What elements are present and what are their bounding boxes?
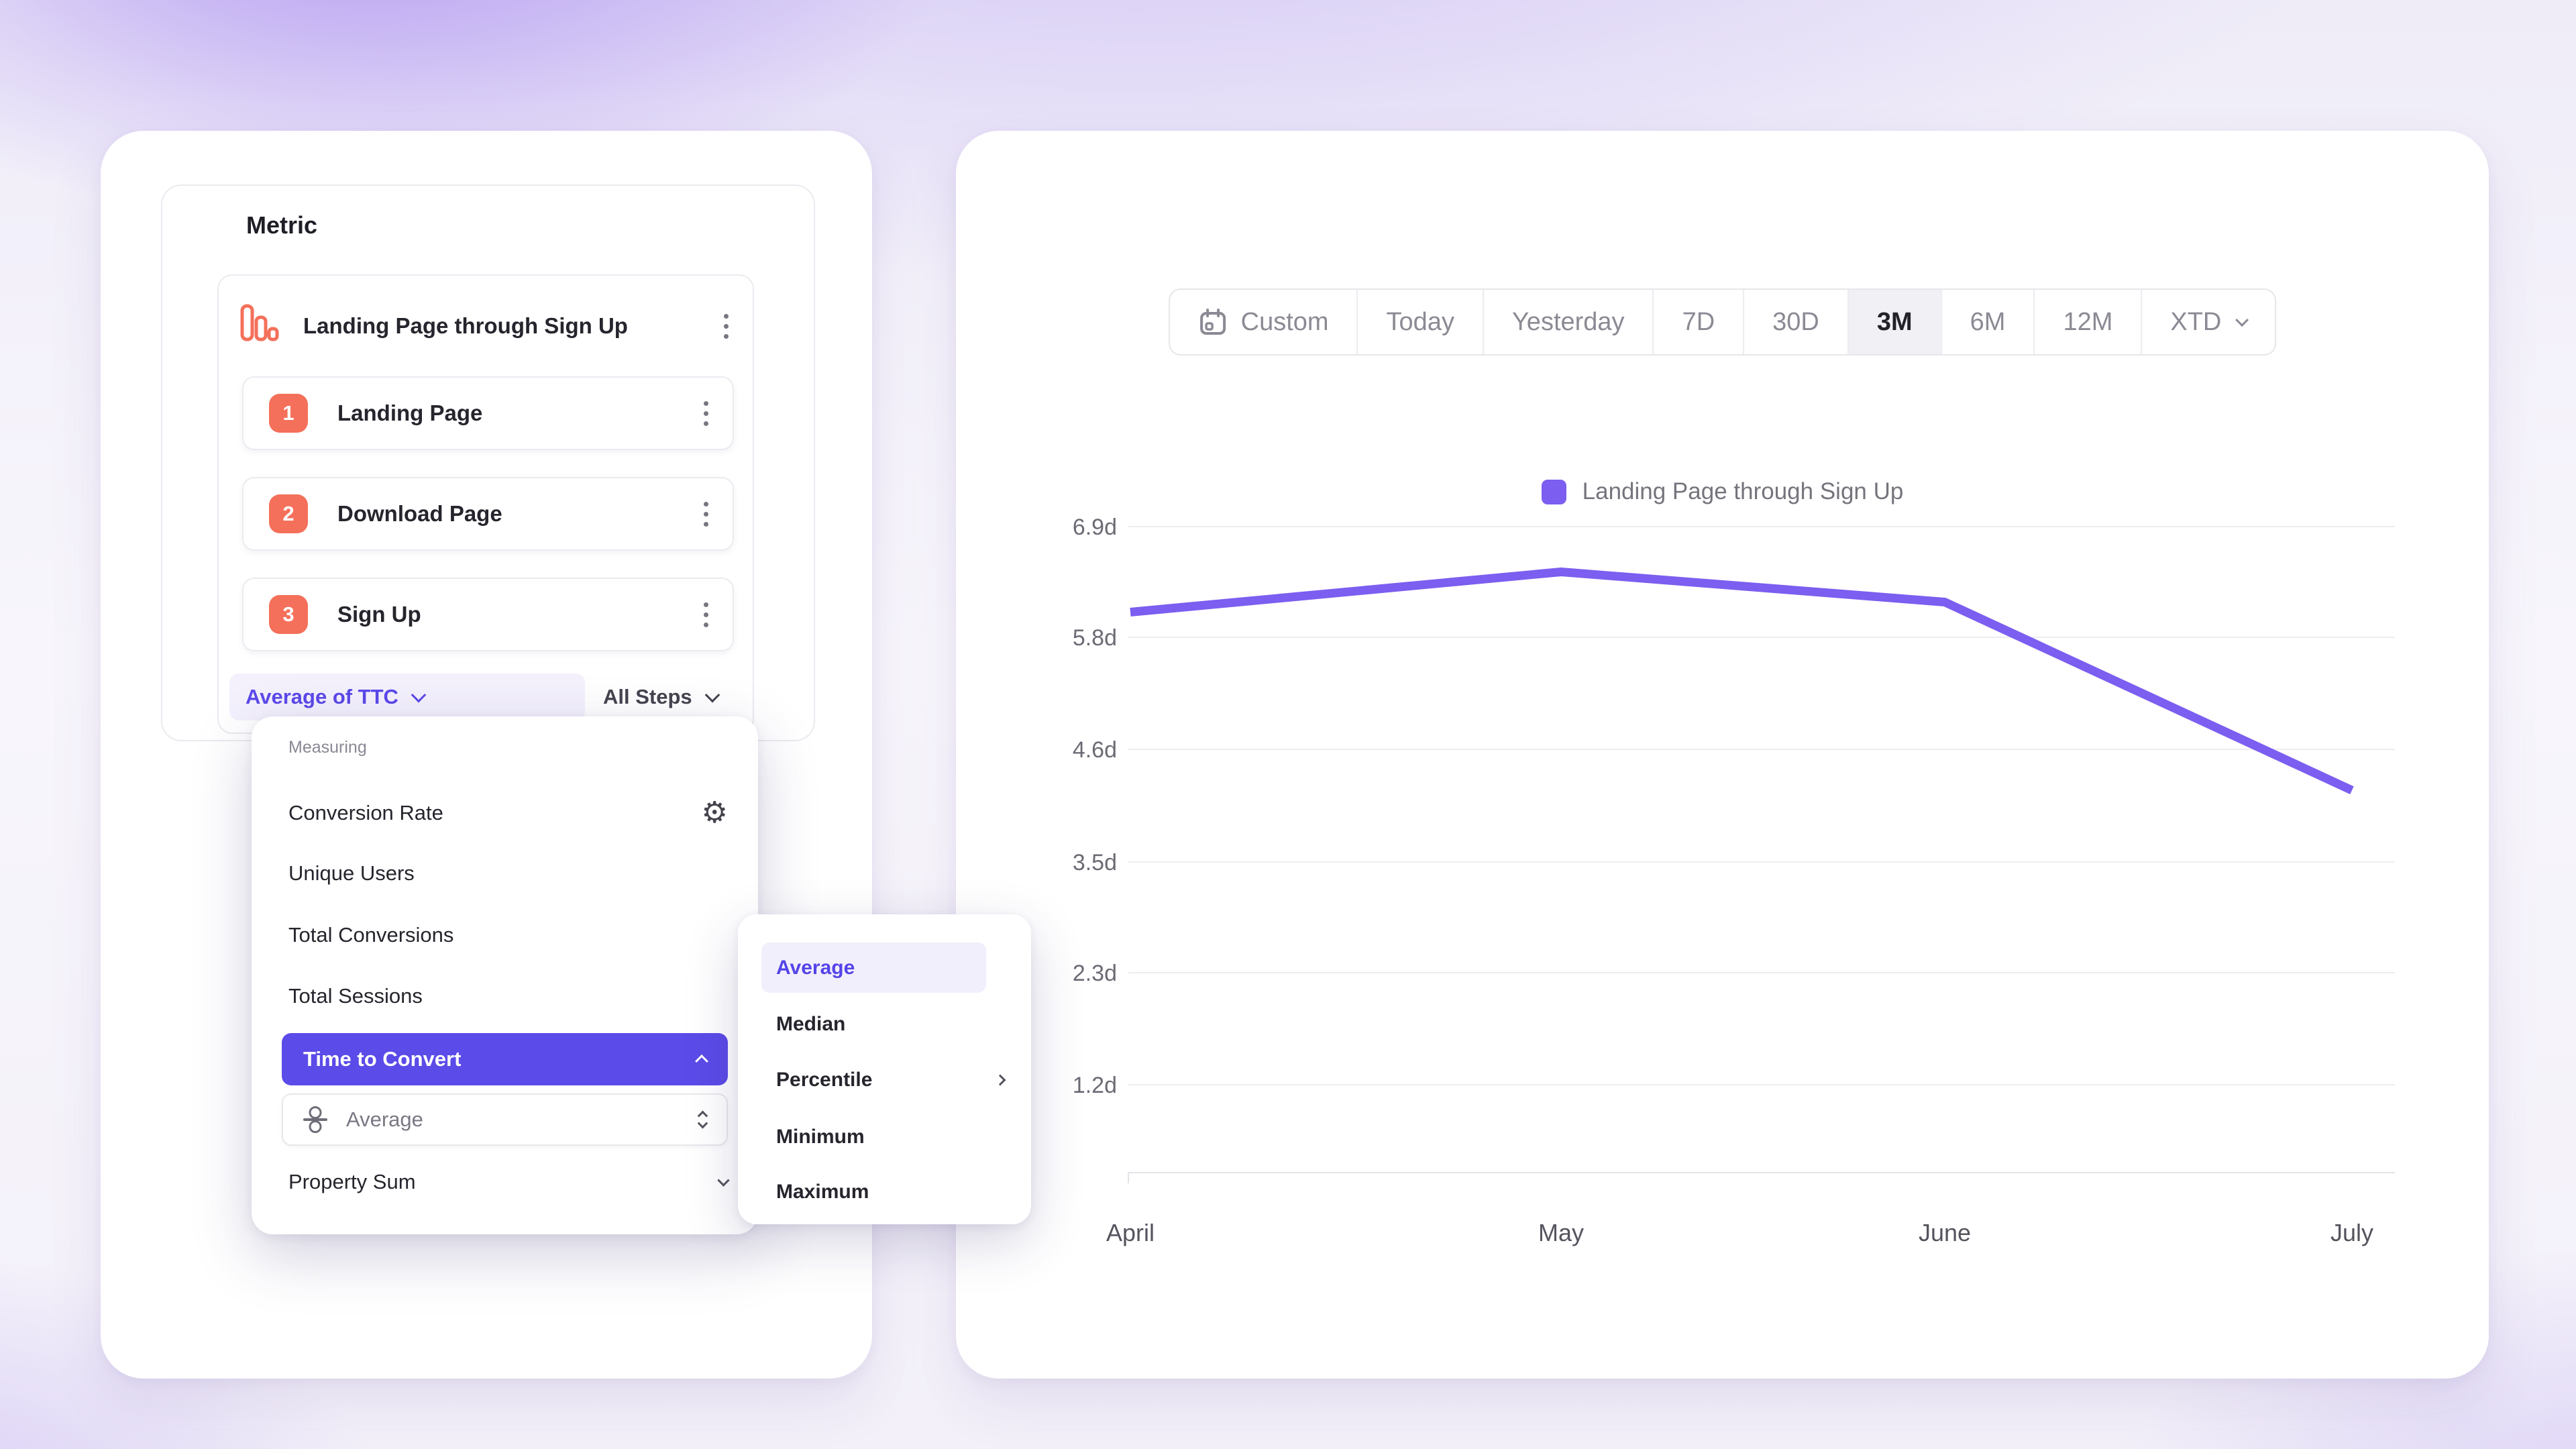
step-label: Download Page (337, 501, 502, 526)
menu-item-property-sum[interactable]: Property Sum (288, 1161, 730, 1203)
funnel-step-row[interactable]: 1 Landing Page (242, 376, 734, 450)
date-range-label: XTD (2170, 307, 2222, 336)
bar-chart-icon (240, 304, 279, 349)
gear-icon[interactable]: ⚙ (701, 796, 728, 829)
menu-item-label: Unique Users (288, 861, 415, 885)
date-range-option-7d[interactable]: 7D (1652, 290, 1743, 354)
date-range-label: Today (1386, 307, 1454, 336)
date-range-option-today[interactable]: Today (1356, 290, 1483, 354)
submenu-item-minimum[interactable]: Minimum (776, 1116, 1004, 1159)
date-range-option-12m[interactable]: 12M (2033, 290, 2141, 354)
legend-label: Landing Page through Sign Up (1582, 478, 1904, 504)
chevron-down-icon (717, 1173, 730, 1187)
date-range-option-custom[interactable]: Custom (1170, 290, 1357, 354)
steps-scope-value: All Steps (603, 685, 692, 708)
menu-item-total-sessions[interactable]: Total Sessions (288, 975, 728, 1018)
date-range-label: 30D (1772, 307, 1819, 336)
date-range-option-30d[interactable]: 30D (1743, 290, 1847, 354)
stepper-icon (697, 1110, 708, 1129)
kebab-menu-icon[interactable] (704, 400, 708, 426)
step-number-badge: 3 (269, 595, 308, 634)
svg-text:4.6d: 4.6d (1073, 737, 1117, 763)
menu-section-label: Measuring (288, 738, 367, 757)
measure-dropdown[interactable]: Average of TTC (229, 674, 585, 720)
chevron-up-icon (695, 1054, 708, 1068)
funnel-measure-row: Average of TTC All Steps (219, 674, 753, 720)
submenu-item-label: Average (776, 956, 855, 979)
svg-text:5.8d: 5.8d (1073, 625, 1117, 651)
measuring-dropdown-menu: Measuring Conversion Rate ⚙ Unique Users… (252, 716, 758, 1234)
svg-text:3.5d: 3.5d (1073, 850, 1117, 875)
step-label: Landing Page (337, 400, 483, 425)
menu-item-total-conversions[interactable]: Total Conversions (288, 914, 728, 957)
chevron-down-icon (411, 687, 427, 703)
date-range-option-3m[interactable]: 3M (1847, 290, 1941, 354)
metric-builder-panel: Metric Landing Page through Sign Up 1 (101, 131, 872, 1379)
legend-swatch (1541, 479, 1566, 504)
date-range-label: 6M (1970, 307, 2006, 336)
svg-text:6.9d: 6.9d (1073, 515, 1117, 540)
funnel-title: Landing Page through Sign Up (303, 313, 628, 338)
divide-icon (303, 1106, 327, 1133)
svg-text:2.3d: 2.3d (1073, 961, 1117, 986)
menu-item-label: Total Sessions (288, 984, 423, 1008)
calendar-icon (1199, 309, 1226, 335)
menu-item-label: Conversion Rate (288, 801, 443, 824)
metric-panel-title: Metric (246, 211, 318, 239)
step-label: Sign Up (337, 602, 421, 627)
date-range-label: Custom (1240, 307, 1329, 336)
date-range-selector: Custom Today Yesterday 7D 30D 3M 6M 12M … (1168, 288, 2277, 356)
measure-dropdown-value: Average of TTC (246, 685, 398, 708)
line-chart[interactable]: 6.9d 5.8d 4.6d 3.5d 2.3d 1.2d April May June July (956, 131, 2489, 1379)
ttc-aggregation-select[interactable]: Average (282, 1093, 728, 1146)
aggregation-submenu: Average Median Percentile Minimum Maximu… (738, 914, 1031, 1224)
funnel-step-row[interactable]: 3 Sign Up (242, 578, 734, 651)
kebab-menu-icon[interactable] (704, 602, 708, 627)
chart-legend: Landing Page through Sign Up (956, 478, 2489, 505)
svg-text:May: May (1538, 1219, 1584, 1246)
chart-panel: Custom Today Yesterday 7D 30D 3M 6M 12M … (956, 131, 2489, 1379)
kebab-menu-icon[interactable] (704, 501, 708, 527)
kebab-menu-icon[interactable] (724, 313, 729, 339)
ttc-aggregation-value: Average (346, 1108, 423, 1131)
submenu-item-label: Median (776, 1013, 846, 1035)
funnel-step-row[interactable]: 2 Download Page (242, 477, 734, 551)
submenu-item-percentile[interactable]: Percentile (776, 1059, 1006, 1102)
date-range-label: Yesterday (1511, 307, 1625, 336)
menu-item-label: Time to Convert (303, 1047, 462, 1071)
funnel-header[interactable]: Landing Page through Sign Up (219, 276, 753, 376)
submenu-item-label: Minimum (776, 1126, 865, 1148)
submenu-item-median[interactable]: Median (776, 1003, 1004, 1046)
step-number-badge: 2 (269, 494, 308, 533)
date-range-label: 12M (2063, 307, 2113, 336)
chevron-down-icon (704, 687, 720, 703)
menu-item-time-to-convert-selected[interactable]: Time to Convert (282, 1033, 728, 1085)
svg-text:July: July (2330, 1219, 2373, 1246)
submenu-item-label: Maximum (776, 1181, 869, 1203)
svg-text:April: April (1106, 1219, 1155, 1246)
menu-item-unique-users[interactable]: Unique Users (288, 852, 728, 895)
date-range-label: 3M (1876, 307, 1913, 336)
date-range-option-yesterday[interactable]: Yesterday (1482, 290, 1653, 354)
date-range-option-6m[interactable]: 6M (1940, 290, 2034, 354)
date-range-label: 7D (1682, 307, 1715, 336)
svg-text:1.2d: 1.2d (1073, 1073, 1117, 1098)
submenu-item-maximum[interactable]: Maximum (776, 1171, 1004, 1214)
menu-item-label: Property Sum (288, 1170, 416, 1193)
steps-scope-dropdown[interactable]: All Steps (603, 674, 720, 720)
metric-card: Metric Landing Page through Sign Up 1 (161, 184, 815, 741)
submenu-item-average-selected[interactable]: Average (761, 943, 986, 993)
date-range-option-xtd[interactable]: XTD (2141, 290, 2275, 354)
funnel-container: Landing Page through Sign Up 1 Landing P… (217, 274, 754, 734)
submenu-item-label: Percentile (776, 1069, 873, 1091)
step-number-badge: 1 (269, 394, 308, 433)
svg-text:June: June (1919, 1219, 1971, 1246)
menu-item-conversion-rate[interactable]: Conversion Rate ⚙ (288, 792, 728, 835)
menu-item-label: Total Conversions (288, 923, 454, 947)
chevron-right-icon (994, 1074, 1006, 1086)
